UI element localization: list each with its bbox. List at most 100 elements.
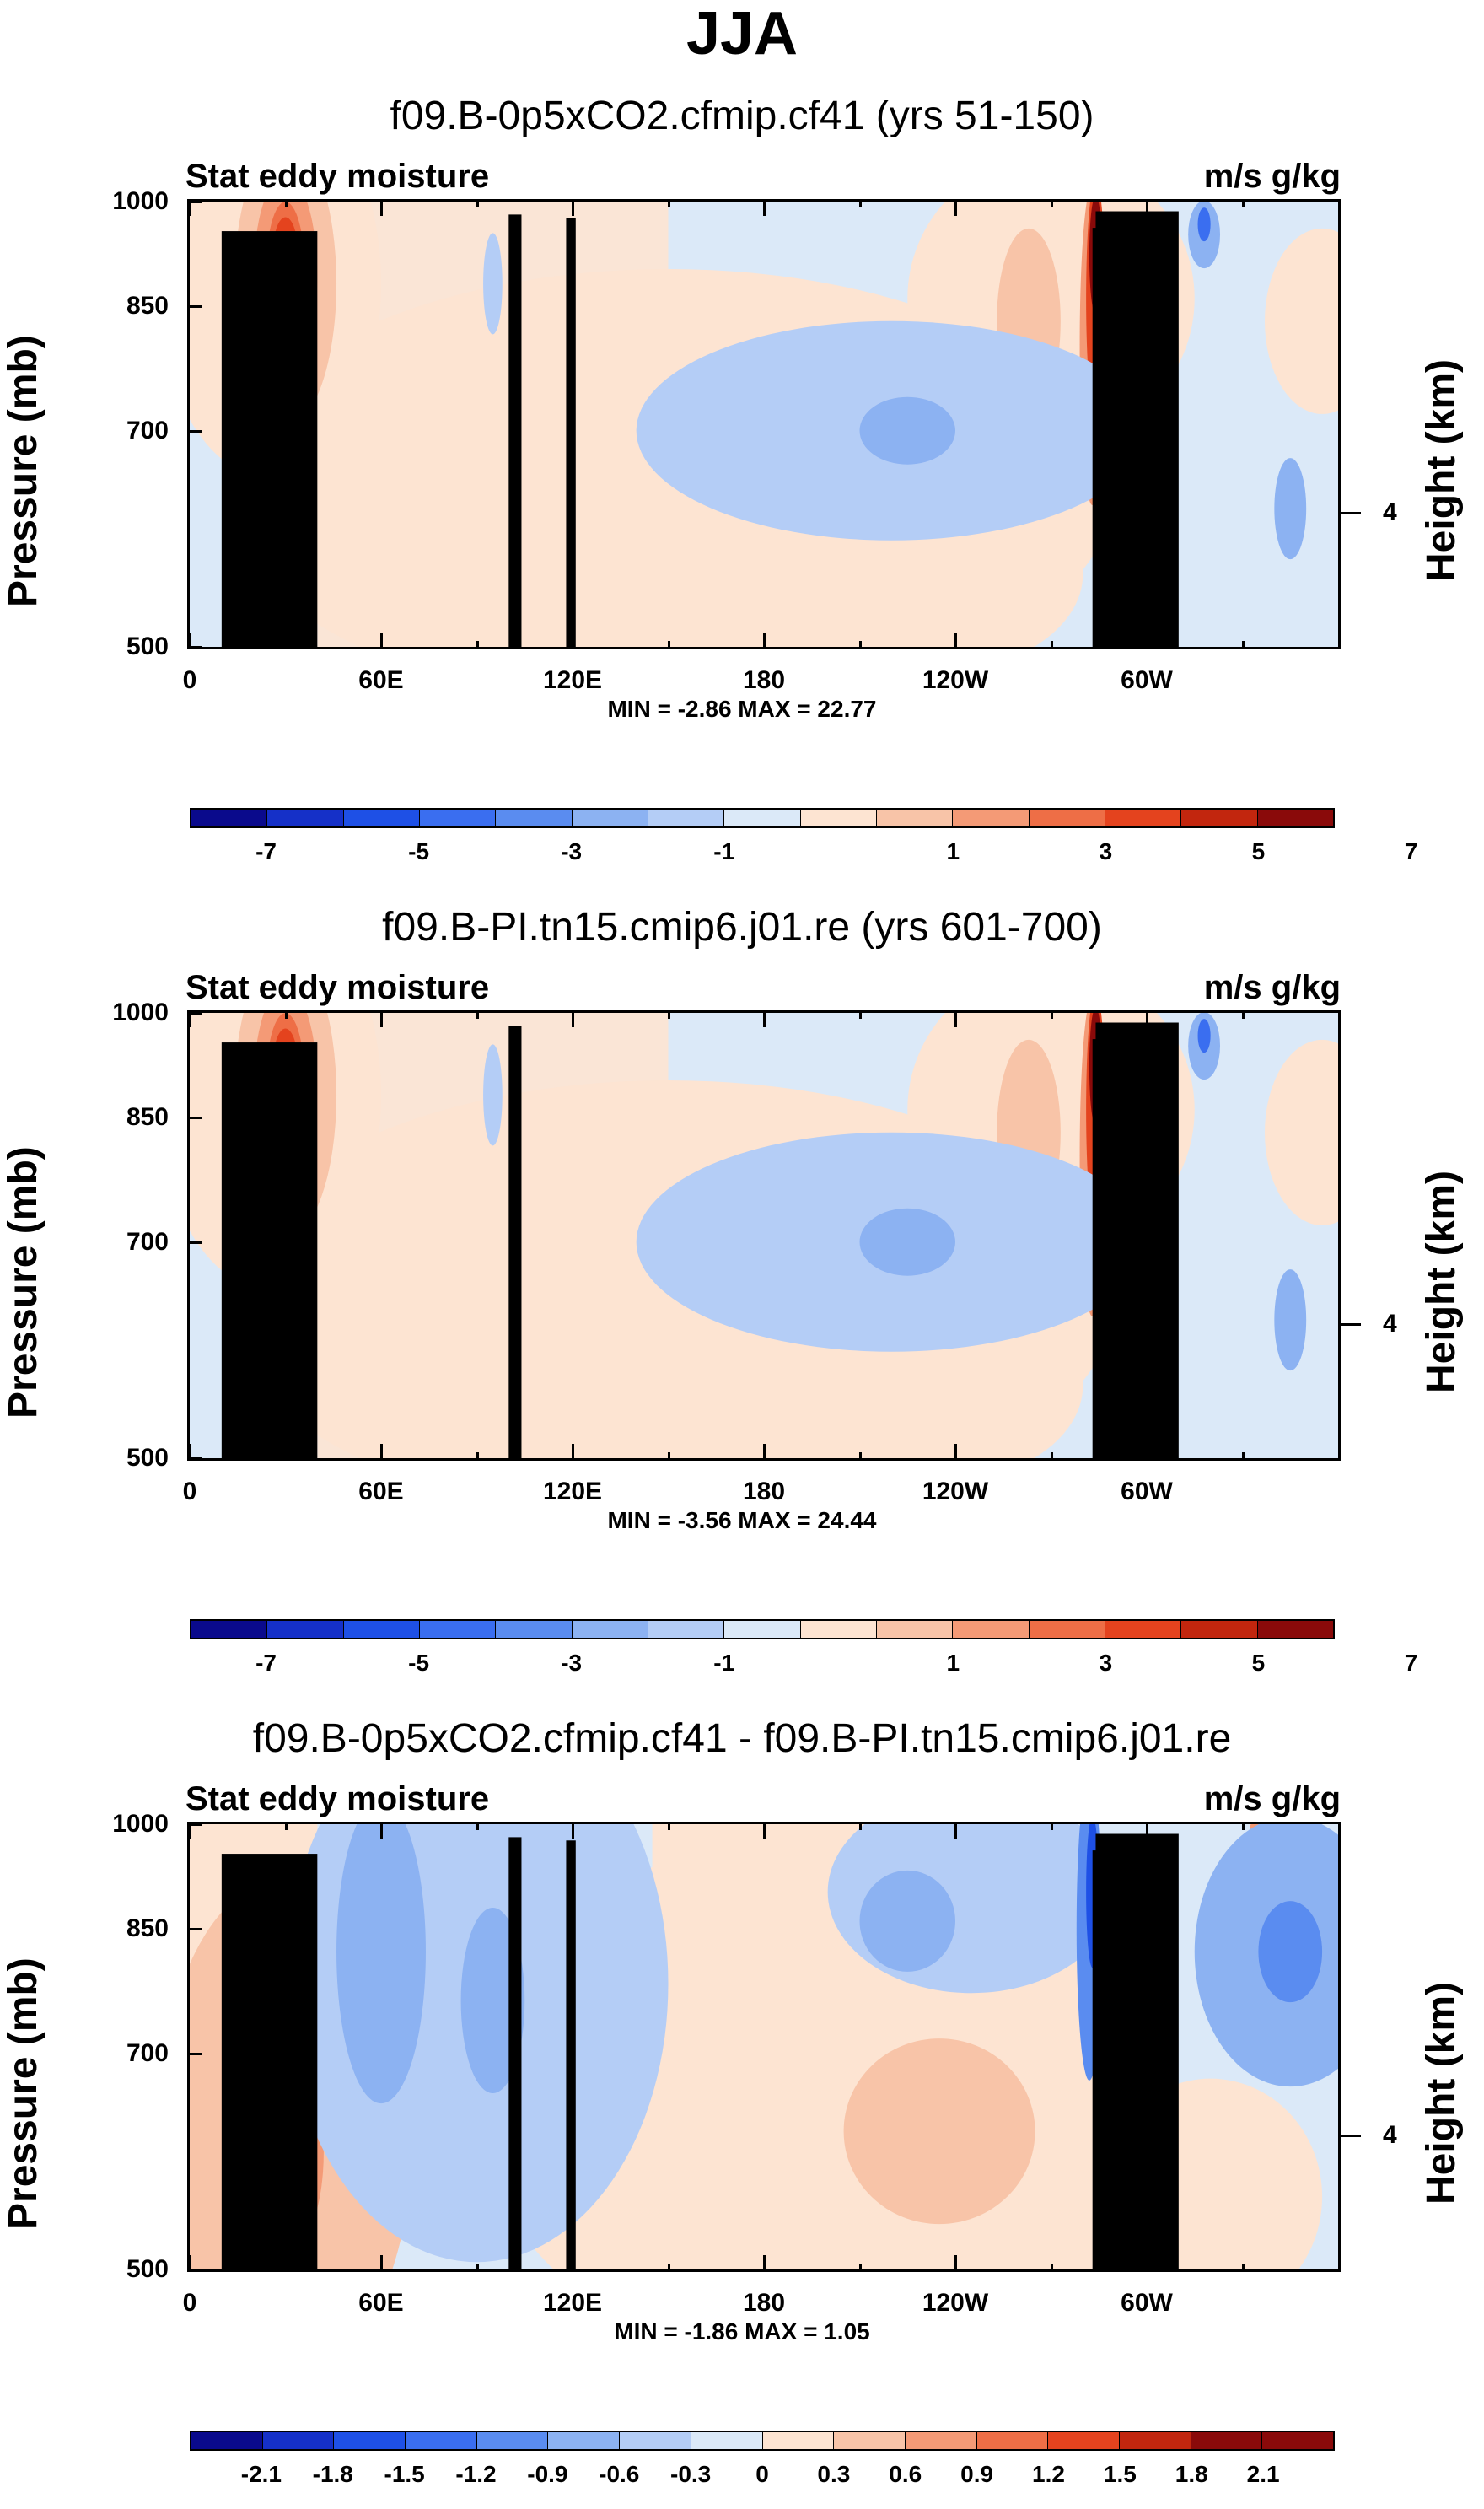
topography-mask — [278, 1903, 298, 2269]
colorbar — [190, 2431, 1335, 2451]
y-tick-mark — [187, 201, 202, 203]
panel-title: f09.B-0p5xCO2.cfmip.cf41 - f09.B-PI.tn15… — [252, 1716, 1232, 1761]
y2-axis-label: Height (km) — [1419, 359, 1464, 582]
colorbar-label: 3 — [1099, 838, 1113, 864]
colorbar-swatch — [419, 810, 497, 826]
colorbar-swatch — [953, 810, 1030, 826]
contour-field — [190, 1013, 1338, 1458]
y-tick-mark — [187, 2052, 202, 2055]
colorbar-swatch — [800, 810, 877, 826]
x-tick-label: 60E — [358, 666, 404, 694]
x-minor-tick — [667, 199, 670, 207]
topography-mask — [278, 1091, 298, 1458]
x-tick-mark — [189, 1444, 191, 1461]
x-minor-tick — [858, 1010, 862, 1019]
colorbar-label: -1.2 — [455, 2461, 497, 2487]
y2-tick-mark — [1341, 2135, 1361, 2138]
colorbar-label: -7 — [255, 838, 277, 864]
x-tick-mark — [954, 199, 957, 216]
x-tick-mark — [763, 199, 766, 216]
colorbar-swatch — [267, 810, 344, 826]
x-minor-tick — [284, 1822, 288, 1830]
x-tick-label: 180 — [742, 1478, 786, 1505]
x-tick-label: 180 — [742, 666, 786, 694]
topography-mask — [1095, 211, 1179, 647]
colorbar-swatch — [496, 1621, 573, 1638]
x-minor-tick — [284, 199, 288, 207]
colorbar-swatch — [953, 1621, 1030, 1638]
units-label: m/s g/kg — [1203, 158, 1341, 195]
x-tick-mark — [380, 199, 383, 216]
x-tick-mark — [572, 1822, 574, 1839]
colorbar-swatch — [191, 2432, 263, 2449]
colorbar-swatch — [419, 1621, 497, 1638]
x-minor-tick — [476, 1822, 479, 1830]
y-axis-label: Pressure (mb) — [1, 1146, 46, 1419]
x-tick-mark — [763, 633, 766, 649]
x-tick-label: 60W — [1121, 666, 1173, 694]
x-minor-tick — [667, 641, 670, 649]
variable-label: Stat eddy moisture — [186, 158, 490, 195]
colorbar-label: 0.6 — [889, 2461, 922, 2487]
contour-fill-region — [1274, 1269, 1307, 1371]
colorbar-swatch — [572, 1621, 648, 1638]
x-tick-label: 120E — [542, 2289, 603, 2317]
y2-axis-label: Height (km) — [1419, 1171, 1464, 1393]
colorbar-label: -1.5 — [384, 2461, 425, 2487]
topography-mask — [566, 1840, 576, 2269]
x-minor-tick — [476, 641, 479, 649]
colorbar — [190, 1619, 1335, 1639]
colorbar-swatch — [1029, 1621, 1105, 1638]
colorbar-swatch — [343, 810, 420, 826]
topography-mask — [278, 280, 298, 647]
x-tick-mark — [572, 1444, 574, 1461]
colorbar-swatch — [905, 2432, 977, 2449]
y2-tick-label: 4 — [1383, 2121, 1397, 2150]
colorbar-label: -5 — [408, 1650, 430, 1676]
x-minor-tick — [284, 1452, 288, 1461]
colorbar-label: 0 — [755, 2461, 769, 2487]
contour-fill-region — [1265, 228, 1338, 414]
x-tick-mark — [763, 1822, 766, 1839]
x-tick-label: 60W — [1121, 2289, 1173, 2317]
colorbar-swatch — [1191, 2432, 1263, 2449]
x-tick-mark — [1146, 199, 1148, 216]
y-tick-label: 850 — [126, 1914, 169, 1942]
min-max-label: MIN = -3.56 MAX = 24.44 — [607, 1507, 877, 1533]
colorbar-label: -1.8 — [312, 2461, 353, 2487]
colorbar-swatch — [976, 2432, 1049, 2449]
topography-mask — [1095, 1022, 1179, 1458]
x-tick-mark — [380, 633, 383, 649]
colorbar-label: -1 — [713, 1650, 735, 1676]
colorbar-label: 1 — [946, 1650, 960, 1676]
contour-fill-region — [460, 1908, 525, 2094]
x-tick-mark — [1146, 2255, 1148, 2272]
y-tick-mark — [187, 1012, 202, 1015]
x-minor-tick — [476, 199, 479, 207]
colorbar-swatch — [876, 810, 954, 826]
colorbar-label: -1 — [713, 838, 735, 864]
colorbar-swatch — [1029, 810, 1105, 826]
x-tick-label: 0 — [182, 1478, 197, 1505]
y-tick-mark — [187, 1241, 202, 1244]
x-tick-label: 120E — [542, 666, 603, 694]
x-tick-mark — [380, 1822, 383, 1839]
x-tick-label: 0 — [182, 666, 197, 694]
contour-fill-region — [1197, 1019, 1211, 1053]
chart-panel-2: f09.B-PI.tn15.cmip6.j01.re (yrs 601-700)… — [0, 904, 1484, 1697]
x-tick-mark — [1146, 633, 1148, 649]
contour-field — [190, 202, 1338, 647]
contour-field — [190, 1824, 1338, 2269]
colorbar-swatch — [1105, 1621, 1182, 1638]
colorbar-swatch — [1262, 2432, 1333, 2449]
variable-label: Stat eddy moisture — [186, 969, 490, 1006]
x-minor-tick — [667, 1452, 670, 1461]
x-minor-tick — [1050, 199, 1053, 207]
colorbar-swatch — [724, 1621, 801, 1638]
contour-fill-region — [859, 396, 955, 465]
x-tick-label: 60E — [358, 2289, 404, 2317]
contour-fill-region — [859, 1208, 955, 1276]
topography-mask — [508, 214, 522, 647]
x-minor-tick — [1050, 2264, 1053, 2272]
colorbar-swatch — [406, 2432, 477, 2449]
